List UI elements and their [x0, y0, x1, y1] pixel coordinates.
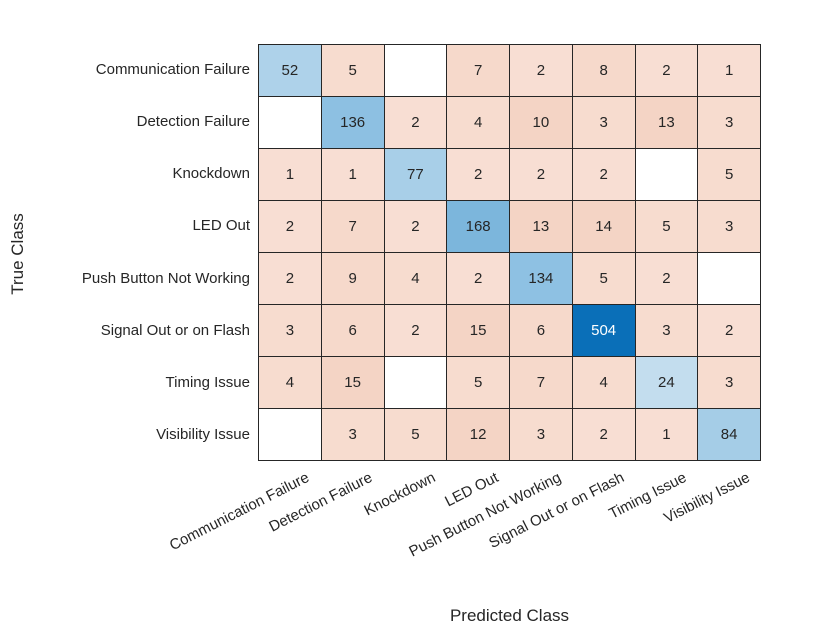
- matrix-cell: 4: [447, 97, 509, 148]
- y-tick-label: Detection Failure: [136, 113, 250, 131]
- matrix-cell: 2: [384, 201, 447, 252]
- matrix-cell: 5: [698, 149, 760, 200]
- matrix-cell: 2: [572, 149, 635, 200]
- matrix-cell: 1: [635, 409, 698, 460]
- matrix-cell: 5: [447, 357, 509, 408]
- matrix-cell: 77: [384, 149, 447, 200]
- matrix-cell: 4: [572, 357, 635, 408]
- y-tick-label: Push Button Not Working: [81, 269, 250, 287]
- matrix-cell: 4: [259, 357, 321, 408]
- matrix-cell: 5: [384, 409, 447, 460]
- y-tick-label: Signal Out or on Flash: [100, 321, 250, 339]
- matrix-cell: 12: [447, 409, 509, 460]
- matrix-cell: 504: [572, 305, 635, 356]
- matrix-cell: 3: [572, 97, 635, 148]
- matrix-cell: 7: [510, 357, 572, 408]
- matrix-cell: [259, 97, 321, 148]
- y-tick-label: Knockdown: [172, 165, 250, 183]
- matrix-cell: 8: [572, 45, 635, 96]
- y-tick-label: Communication Failure: [95, 61, 250, 79]
- matrix-cell: 2: [259, 201, 321, 252]
- matrix-cell: 13: [510, 201, 572, 252]
- matrix-cell: [698, 253, 760, 304]
- matrix-cell: 2: [384, 97, 447, 148]
- matrix-cell: 3: [698, 201, 760, 252]
- x-tick-label: Knockdown: [361, 469, 438, 520]
- matrix-cell: 9: [321, 253, 384, 304]
- matrix-cell: 24: [635, 357, 698, 408]
- matrix-cell: 2: [510, 45, 572, 96]
- matrix-cell: 3: [698, 97, 760, 148]
- matrix-cell: 2: [384, 305, 447, 356]
- matrix-cell: [259, 409, 321, 460]
- matrix-cell: [635, 149, 698, 200]
- matrix-cell: 1: [259, 149, 321, 200]
- matrix-cell: 134: [510, 253, 572, 304]
- matrix-cell: 136: [321, 97, 384, 148]
- matrix-cell: 2: [698, 305, 760, 356]
- matrix-cell: 3: [259, 305, 321, 356]
- matrix-cell: 15: [321, 357, 384, 408]
- matrix-cell: 2: [572, 409, 635, 460]
- y-tick-label: LED Out: [192, 217, 250, 235]
- matrix-cell: 6: [510, 305, 572, 356]
- y-tick-label: Timing Issue: [165, 373, 250, 391]
- matrix-cell: 13: [635, 97, 698, 148]
- matrix-cell: 1: [321, 149, 384, 200]
- matrix-cell: 2: [635, 45, 698, 96]
- matrix-cell: 3: [321, 409, 384, 460]
- matrix-cell: 84: [698, 409, 760, 460]
- matrix-cell: 52: [259, 45, 321, 96]
- matrix-cell: [384, 45, 447, 96]
- matrix-cell: 14: [572, 201, 635, 252]
- matrix-cell: 7: [321, 201, 384, 252]
- matrix-cell: 2: [447, 149, 509, 200]
- matrix-cell: 10: [510, 97, 572, 148]
- matrix-cell: 4: [384, 253, 447, 304]
- confusion-matrix-grid: 52 5 7 2 8 2 1 136 2 4 10 3 13 3 1 1 77 2 2 2 5 2 7 2 168 13 14 5 3 2…: [258, 44, 761, 461]
- matrix-cell: 2: [259, 253, 321, 304]
- matrix-cell: 15: [447, 305, 509, 356]
- matrix-cell: 2: [635, 253, 698, 304]
- matrix-cell: 7: [447, 45, 509, 96]
- matrix-cell: 5: [321, 45, 384, 96]
- y-tick-label: Visibility Issue: [156, 425, 250, 443]
- matrix-cell: [384, 357, 447, 408]
- x-axis-title: Predicted Class: [449, 606, 570, 625]
- matrix-cell: 3: [635, 305, 698, 356]
- matrix-cell: 3: [698, 357, 760, 408]
- matrix-cell: 5: [635, 201, 698, 252]
- matrix-cell: 2: [510, 149, 572, 200]
- matrix-cell: 3: [510, 409, 572, 460]
- matrix-cell: 2: [447, 253, 509, 304]
- matrix-cell: 6: [321, 305, 384, 356]
- matrix-cell: 1: [698, 45, 760, 96]
- y-axis-title: True Class: [8, 213, 27, 295]
- matrix-cell: 5: [572, 253, 635, 304]
- matrix-cell: 168: [447, 201, 509, 252]
